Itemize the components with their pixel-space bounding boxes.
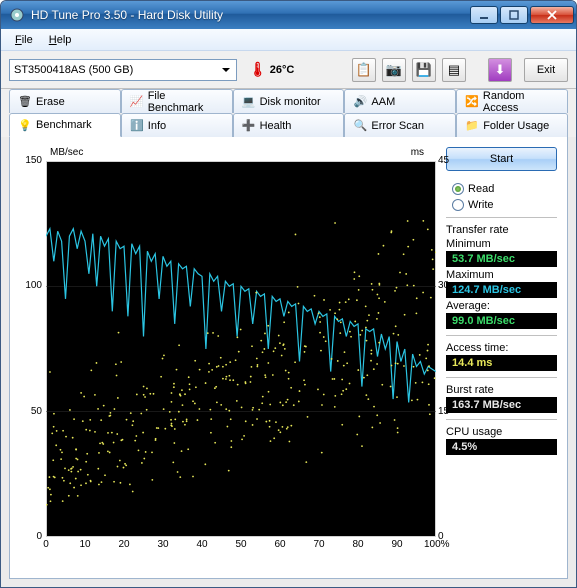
access-label: Access time:	[446, 342, 557, 354]
tabs: 🗑Erase📈File Benchmark💻Disk monitor🔊AAM🔀R…	[1, 89, 576, 137]
x-tick: 90	[385, 539, 409, 550]
main-window: HD Tune Pro 3.50 - Hard Disk Utility Fil…	[0, 0, 577, 588]
read-radio-label: Read	[468, 183, 494, 195]
close-button[interactable]	[530, 6, 574, 24]
tab-erase[interactable]: 🗑Erase	[9, 89, 121, 113]
start-button[interactable]: Start	[446, 147, 557, 171]
y-right-tick: 45	[438, 155, 460, 166]
cpu-label: CPU usage	[446, 426, 557, 438]
y-left-tick: 50	[20, 406, 42, 417]
erase-icon: 🗑	[18, 95, 32, 109]
read-radio-row[interactable]: Read	[452, 183, 557, 195]
results-panel: Start Read Write Transfer rate Minimum 5…	[446, 147, 557, 568]
maximum-label: Maximum	[446, 269, 557, 281]
x-tick: 20	[112, 539, 136, 550]
health-icon: ➕	[242, 119, 256, 133]
monitor-icon: 💻	[242, 95, 256, 109]
tab-benchmark[interactable]: 💡Benchmark	[9, 113, 121, 137]
menubar: File Help	[1, 29, 576, 51]
minimum-value: 53.7 MB/sec	[446, 251, 557, 267]
x-tick: 80	[346, 539, 370, 550]
titlebar[interactable]: HD Tune Pro 3.50 - Hard Disk Utility	[1, 1, 576, 29]
tab-aam[interactable]: 🔊AAM	[344, 89, 456, 113]
burst-value: 163.7 MB/sec	[446, 397, 557, 413]
benchmark-icon: 💡	[18, 118, 32, 132]
x-tick: 40	[190, 539, 214, 550]
y-right-tick: 30	[438, 280, 460, 291]
save-button[interactable]: 💾	[412, 58, 436, 82]
chart-canvas	[46, 161, 436, 537]
action-button[interactable]: ⬇	[488, 58, 512, 82]
tab-folder-usage[interactable]: 📁Folder Usage	[456, 113, 568, 137]
options-button[interactable]: ▤	[442, 58, 466, 82]
tab-health[interactable]: ➕Health	[233, 113, 345, 137]
benchmark-chart: MB/sec ms 050100150 0153045 010203040506…	[20, 147, 438, 567]
x-tick: 0	[34, 539, 58, 550]
tab-random-access[interactable]: 🔀Random Access	[456, 89, 568, 113]
maximize-button[interactable]	[500, 6, 528, 24]
x-tick: 30	[151, 539, 175, 550]
y-axis-right-unit: ms	[411, 147, 424, 158]
drive-select[interactable]: ST3500418AS (500 GB)	[9, 59, 237, 81]
write-radio-label: Write	[468, 199, 493, 211]
thermometer-icon: 🌡	[249, 61, 267, 78]
minimize-button[interactable]	[470, 6, 498, 24]
menu-help[interactable]: Help	[41, 32, 80, 48]
aam-icon: 🔊	[353, 95, 367, 109]
copy-info-button[interactable]: 📋	[352, 58, 376, 82]
read-radio[interactable]	[452, 183, 464, 195]
y-right-tick: 15	[438, 406, 460, 417]
window-buttons	[470, 6, 574, 24]
y-left-tick: 150	[20, 155, 42, 166]
minimum-label: Minimum	[446, 238, 557, 250]
exit-button[interactable]: Exit	[524, 58, 568, 82]
burst-label: Burst rate	[446, 384, 557, 396]
y-axis-left-unit: MB/sec	[50, 147, 83, 158]
average-value: 99.0 MB/sec	[446, 313, 557, 329]
toolbar: ST3500418AS (500 GB) 🌡 26°C 📋 📷 💾 ▤ ⬇ Ex…	[1, 51, 576, 89]
random-icon: 🔀	[465, 95, 479, 109]
app-icon	[9, 7, 25, 23]
cpu-value: 4.5%	[446, 439, 557, 455]
write-radio-row[interactable]: Write	[452, 199, 557, 211]
x-tick: 70	[307, 539, 331, 550]
errorscan-icon: 🔍	[353, 119, 367, 133]
x-tick: 10	[73, 539, 97, 550]
write-radio[interactable]	[452, 199, 464, 211]
x-tick: 50	[229, 539, 253, 550]
content: MB/sec ms 050100150 0153045 010203040506…	[9, 137, 568, 579]
window-title: HD Tune Pro 3.50 - Hard Disk Utility	[31, 8, 470, 22]
menu-file[interactable]: File	[7, 32, 41, 48]
temperature-value: 26°C	[270, 64, 295, 76]
x-tick: 100%	[424, 539, 448, 550]
x-tick: 60	[268, 539, 292, 550]
tab-error-scan[interactable]: 🔍Error Scan	[344, 113, 456, 137]
screenshot-button[interactable]: 📷	[382, 58, 406, 82]
temperature: 🌡 26°C	[249, 61, 294, 78]
average-label: Average:	[446, 300, 557, 312]
tab-disk-monitor[interactable]: 💻Disk monitor	[233, 89, 345, 113]
filebench-icon: 📈	[130, 95, 144, 109]
transfer-rate-label: Transfer rate	[446, 224, 557, 236]
maximum-value: 124.7 MB/sec	[446, 282, 557, 298]
tab-file-benchmark[interactable]: 📈File Benchmark	[121, 89, 233, 113]
info-icon: ℹ️	[130, 119, 144, 133]
tab-info[interactable]: ℹ️Info	[121, 113, 233, 137]
folder-icon: 📁	[465, 119, 479, 133]
drive-select-value: ST3500418AS (500 GB)	[14, 64, 133, 76]
access-value: 14.4 ms	[446, 355, 557, 371]
y-left-tick: 100	[20, 280, 42, 291]
